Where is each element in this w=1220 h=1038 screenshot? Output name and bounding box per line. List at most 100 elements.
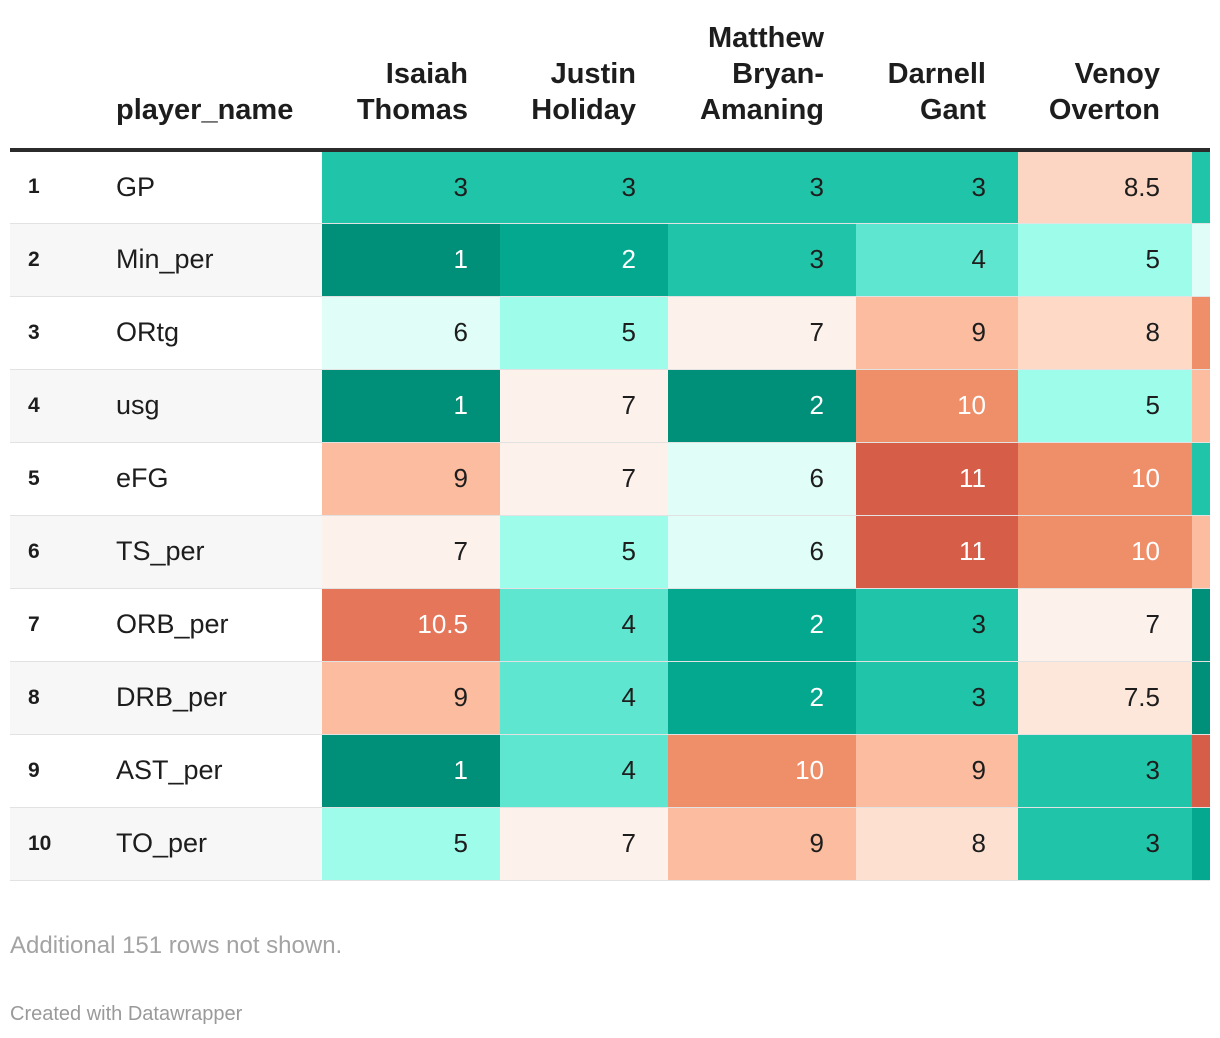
row-rank: 1 bbox=[10, 150, 84, 224]
table-body: 1 GP 3 3 3 3 8.5 2 Min_per 1 2 3 4 5 3 ORtg 6 5 7 9 8 4 usg 1 7 2… bbox=[10, 150, 1210, 881]
heatmap-cell-cutoff bbox=[1192, 734, 1210, 808]
table-row: 2 Min_per 1 2 3 4 5 bbox=[10, 223, 1210, 297]
header-label-line: Justin bbox=[550, 58, 636, 90]
heatmap-value-cell: 1 bbox=[322, 369, 500, 443]
heatmap-value-cell: 3 bbox=[668, 150, 856, 224]
stat-name-cell: TO_per bbox=[84, 807, 322, 881]
stat-name-cell: TS_per bbox=[84, 515, 322, 589]
heatmap-value-cell: 2 bbox=[668, 369, 856, 443]
row-rank: 6 bbox=[10, 515, 84, 589]
heatmap-cell-cutoff bbox=[1192, 661, 1210, 735]
heatmap-value-cell: 5 bbox=[500, 515, 668, 589]
heatmap-value-cell: 2 bbox=[500, 223, 668, 297]
heatmap-value-cell: 10 bbox=[668, 734, 856, 808]
heatmap-value-cell: 6 bbox=[668, 442, 856, 516]
table-row: 6 TS_per 7 5 6 11 10 bbox=[10, 515, 1210, 589]
column-header: Darnell Gant bbox=[856, 0, 1018, 150]
header-label-line: player_name bbox=[116, 94, 294, 126]
heatmap-value-cell: 5 bbox=[1018, 369, 1192, 443]
heatmap-value-cell: 10 bbox=[1018, 515, 1192, 589]
table-row: 5 eFG 9 7 6 11 10 bbox=[10, 442, 1210, 516]
stat-name-cell: Min_per bbox=[84, 223, 322, 297]
heatmap-value-cell: 9 bbox=[668, 807, 856, 881]
heatmap-value-cell: 6 bbox=[322, 296, 500, 370]
heatmap-value-cell: 7 bbox=[668, 296, 856, 370]
header-label-line: Isaiah bbox=[385, 58, 468, 90]
heatmap-cell-cutoff bbox=[1192, 223, 1210, 297]
heatmap-value-cell: 3 bbox=[322, 150, 500, 224]
heatmap-value-cell: 8.5 bbox=[1018, 150, 1192, 224]
heatmap-value-cell: 7 bbox=[500, 369, 668, 443]
heatmap-value-cell: 7 bbox=[322, 515, 500, 589]
table-row: 4 usg 1 7 2 10 5 bbox=[10, 369, 1210, 443]
heatmap-value-cell: 7 bbox=[500, 807, 668, 881]
stat-name-cell: GP bbox=[84, 150, 322, 224]
heatmap-value-cell: 9 bbox=[322, 442, 500, 516]
heatmap-cell-cutoff bbox=[1192, 515, 1210, 589]
table-row: 7 ORB_per 10.5 4 2 3 7 bbox=[10, 588, 1210, 662]
header-row: player_name Isaiah Thomas Justin Holiday M… bbox=[10, 0, 1210, 150]
heatmap-value-cell: 3 bbox=[856, 588, 1018, 662]
header-label-line: Overton bbox=[1048, 94, 1160, 126]
heatmap-value-cell: 3 bbox=[500, 150, 668, 224]
stat-name-cell: ORtg bbox=[84, 296, 322, 370]
heatmap-value-cell: 11 bbox=[856, 515, 1018, 589]
table-row: 3 ORtg 6 5 7 9 8 bbox=[10, 296, 1210, 370]
heatmap-value-cell: 7 bbox=[1018, 588, 1192, 662]
heatmap-value-cell: 9 bbox=[856, 734, 1018, 808]
column-header: Justin Holiday bbox=[500, 0, 668, 150]
rows-not-shown-note: Additional 151 rows not shown. bbox=[10, 932, 343, 959]
player-name-column-header: player_name bbox=[84, 0, 322, 150]
heatmap-value-cell: 2 bbox=[668, 661, 856, 735]
heatmap-value-cell: 8 bbox=[856, 807, 1018, 881]
heatmap-value-cell: 3 bbox=[1018, 734, 1192, 808]
heatmap-value-cell: 7 bbox=[500, 442, 668, 516]
row-rank: 5 bbox=[10, 442, 84, 516]
stat-name-cell: ORB_per bbox=[84, 588, 322, 662]
heatmap-cell-cutoff bbox=[1192, 150, 1210, 224]
heatmap-value-cell: 6 bbox=[668, 515, 856, 589]
table-row: 8 DRB_per 9 4 2 3 7.5 bbox=[10, 661, 1210, 735]
stat-name-cell: DRB_per bbox=[84, 661, 322, 735]
table-row: 9 AST_per 1 4 10 9 3 bbox=[10, 734, 1210, 808]
heatmap-value-cell: 9 bbox=[856, 296, 1018, 370]
heatmap-value-cell: 1 bbox=[322, 734, 500, 808]
heatmap-value-cell: 4 bbox=[500, 661, 668, 735]
heatmap-value-cell: 7.5 bbox=[1018, 661, 1192, 735]
header-label-line: Holiday bbox=[531, 94, 636, 126]
heatmap-value-cell: 8 bbox=[1018, 296, 1192, 370]
stat-name-cell: eFG bbox=[84, 442, 322, 516]
row-rank: 7 bbox=[10, 588, 84, 662]
column-header: Isaiah Thomas bbox=[322, 0, 500, 150]
heatmap-value-cell: 10 bbox=[1018, 442, 1192, 516]
heatmap-value-cell: 4 bbox=[500, 734, 668, 808]
heatmap-cell-cutoff bbox=[1192, 442, 1210, 516]
header-label-line: Thomas bbox=[356, 94, 468, 126]
stat-name-cell: AST_per bbox=[84, 734, 322, 808]
heatmap-cell-cutoff bbox=[1192, 296, 1210, 370]
heatmap-cell-cutoff bbox=[1192, 807, 1210, 881]
column-header-cutoff bbox=[1192, 0, 1210, 150]
heatmap-value-cell: 9 bbox=[322, 661, 500, 735]
column-header: Matthew Bryan- Amaning bbox=[668, 0, 856, 150]
header-label-line: Matthew bbox=[708, 22, 824, 54]
heatmap-value-cell: 5 bbox=[500, 296, 668, 370]
header-label-line: Darnell bbox=[887, 58, 986, 90]
column-header: Venoy Overton bbox=[1018, 0, 1192, 150]
row-rank: 9 bbox=[10, 734, 84, 808]
rank-column-header bbox=[10, 0, 84, 150]
heatmap-value-cell: 2 bbox=[668, 588, 856, 662]
header-label-line: Venoy bbox=[1074, 58, 1160, 90]
datawrapper-credit: Created with Datawrapper bbox=[10, 1003, 243, 1025]
heatmap-value-cell: 4 bbox=[856, 223, 1018, 297]
heatmap-table-container: player_name Isaiah Thomas Justin Holiday M… bbox=[10, 0, 1210, 881]
heatmap-cell-cutoff bbox=[1192, 369, 1210, 443]
heatmap-value-cell: 3 bbox=[856, 661, 1018, 735]
heatmap-value-cell: 5 bbox=[1018, 223, 1192, 297]
heatmap-cell-cutoff bbox=[1192, 588, 1210, 662]
table-row: 1 GP 3 3 3 3 8.5 bbox=[10, 150, 1210, 224]
header-label-line: Bryan- bbox=[732, 58, 824, 90]
row-rank: 3 bbox=[10, 296, 84, 370]
heatmap-value-cell: 1 bbox=[322, 223, 500, 297]
row-rank: 4 bbox=[10, 369, 84, 443]
